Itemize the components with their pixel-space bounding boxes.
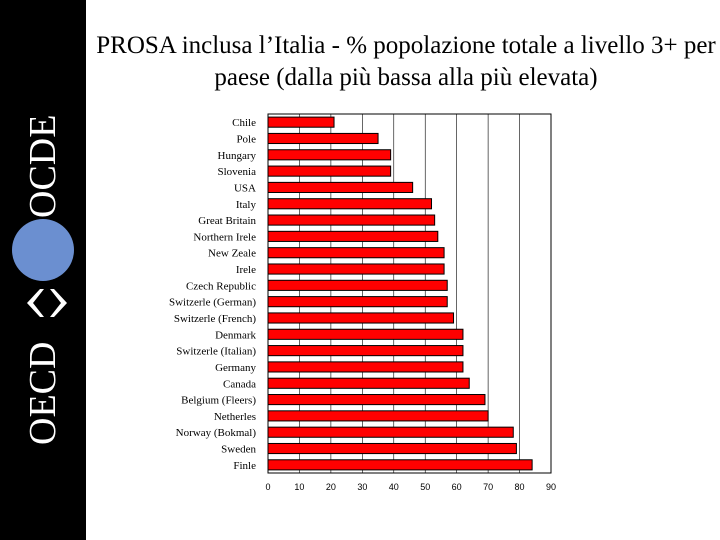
category-label: Switzerle (Italian) (176, 346, 256, 358)
category-label: Italy (236, 199, 257, 211)
bar (267, 459, 533, 471)
bar (267, 410, 489, 422)
bar (267, 377, 470, 389)
sidebar: OECD OCDE (0, 0, 86, 540)
category-label: New Zeale (208, 248, 256, 260)
logo-chevron-right (50, 289, 67, 317)
x-tick-label: 80 (515, 482, 525, 492)
x-tick-label: 60 (452, 482, 462, 492)
x-tick-label: 90 (546, 482, 556, 492)
category-label: Northern Irele (193, 231, 256, 243)
bar (267, 181, 414, 193)
bar (267, 230, 439, 242)
x-tick-label: 20 (326, 482, 336, 492)
bar (267, 345, 464, 357)
x-tick-label: 40 (389, 482, 399, 492)
bar (267, 426, 514, 438)
category-label: Netherles (214, 411, 256, 423)
x-tick-label: 0 (265, 482, 270, 492)
oecd-logo: OECD OCDE (12, 115, 74, 445)
bar (267, 361, 464, 373)
category-label: Switzerle (German) (169, 297, 256, 309)
category-label: Switzerle (French) (174, 313, 256, 325)
category-label: Belgium (Fleers) (181, 395, 256, 407)
x-tick-label: 10 (294, 482, 304, 492)
bar (267, 165, 392, 177)
category-label: Pole (236, 133, 256, 145)
category-label: Irele (236, 264, 256, 276)
bar (267, 247, 445, 259)
category-labels: Chile Pole Hungary Slovenia USA Italy Great Br… (169, 117, 257, 472)
bar (267, 132, 379, 145)
category-label: USA (234, 182, 256, 194)
bar (267, 116, 335, 128)
bar (267, 149, 392, 161)
category-label: Chile (232, 117, 256, 129)
category-label: Czech Republic (186, 280, 256, 292)
bar (267, 214, 436, 226)
logo-text-left: OECD (22, 342, 64, 445)
chart-title: PROSA inclusa l’Italia - % popolazione t… (96, 32, 716, 91)
category-label: Slovenia (218, 166, 257, 178)
bar (267, 328, 464, 340)
category-label: Finle (233, 460, 256, 472)
category-label: Canada (223, 378, 256, 390)
category-label: Norway (Bokmal) (176, 427, 257, 439)
bar (267, 263, 445, 275)
plot-area (267, 113, 552, 474)
logo-chevron-left (27, 289, 44, 317)
x-tick-label: 70 (483, 482, 493, 492)
category-label: Germany (215, 362, 256, 374)
bar (267, 312, 455, 324)
bar (267, 279, 448, 291)
category-label: Great Britain (198, 215, 256, 227)
tick-labels: 0 10 20 30 40 50 60 70 80 90 (265, 482, 556, 492)
x-tick-label: 50 (420, 482, 430, 492)
category-label: Sweden (221, 444, 256, 456)
bar (267, 198, 433, 210)
bar (267, 296, 448, 308)
x-tick-label: 30 (357, 482, 367, 492)
category-label: Hungary (218, 150, 257, 162)
category-label: Denmark (215, 329, 256, 341)
bars (267, 116, 533, 471)
bar (267, 442, 517, 455)
logo-text-right: OCDE (22, 115, 64, 218)
bar (267, 394, 486, 406)
logo-circle (12, 219, 74, 281)
